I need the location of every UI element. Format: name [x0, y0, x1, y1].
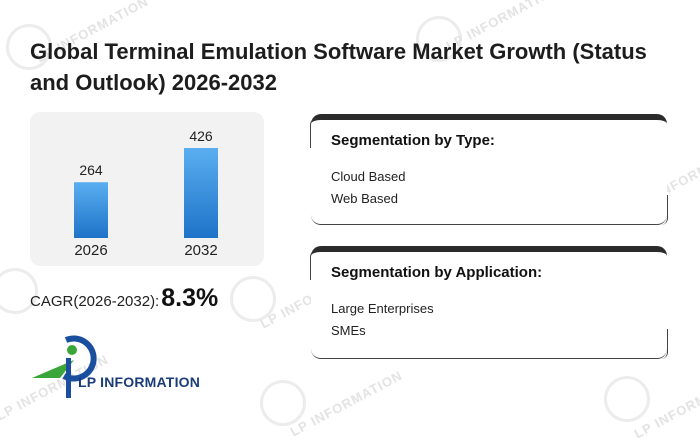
list-item: Large Enterprises	[331, 301, 434, 316]
segmentation-by-application-card: Segmentation by Application: Large Enter…	[310, 246, 668, 359]
watermark-text: LP INFORMATION	[631, 369, 700, 441]
cagr-value: 8.3%	[161, 284, 219, 312]
segmentation-type-list: Cloud Based Web Based	[331, 166, 405, 210]
watermark-text: LP INFORMATION	[287, 367, 405, 440]
bar-2032	[184, 148, 218, 238]
watermark-logo-icon	[260, 380, 306, 426]
chart-svg	[74, 148, 218, 238]
segmentation-by-type-card: Segmentation by Type: Cloud Based Web Ba…	[310, 114, 668, 225]
segmentation-application-list: Large Enterprises SMEs	[331, 298, 434, 342]
watermark-logo-icon	[604, 376, 650, 422]
list-item: Cloud Based	[331, 169, 406, 184]
logo-text: LP INFORMATION	[78, 374, 201, 390]
segmentation-type-heading: Segmentation by Type:	[331, 132, 495, 149]
segmentation-application-heading: Segmentation by Application:	[331, 264, 543, 281]
x-tick-label: 2026	[74, 242, 108, 259]
cagr-label: CAGR(2026-2032):	[30, 293, 160, 310]
bar-2026	[74, 182, 108, 238]
cagr-summary: CAGR(2026-2032): 8.3%	[30, 284, 218, 313]
x-tick-label: 2032	[184, 242, 218, 259]
bar-value-label: 426	[189, 128, 213, 144]
bar-value-label: 264	[79, 162, 103, 179]
list-item: Web Based	[331, 191, 398, 206]
lp-logo-icon	[32, 335, 97, 398]
list-item: SMEs	[331, 323, 366, 338]
lp-information-logo: LP INFORMATION	[30, 330, 230, 400]
watermark-logo-icon	[230, 276, 276, 322]
page-title: Global Terminal Emulation Software Marke…	[30, 39, 647, 95]
bar-chart: 264 2026 426 2032	[30, 112, 264, 266]
